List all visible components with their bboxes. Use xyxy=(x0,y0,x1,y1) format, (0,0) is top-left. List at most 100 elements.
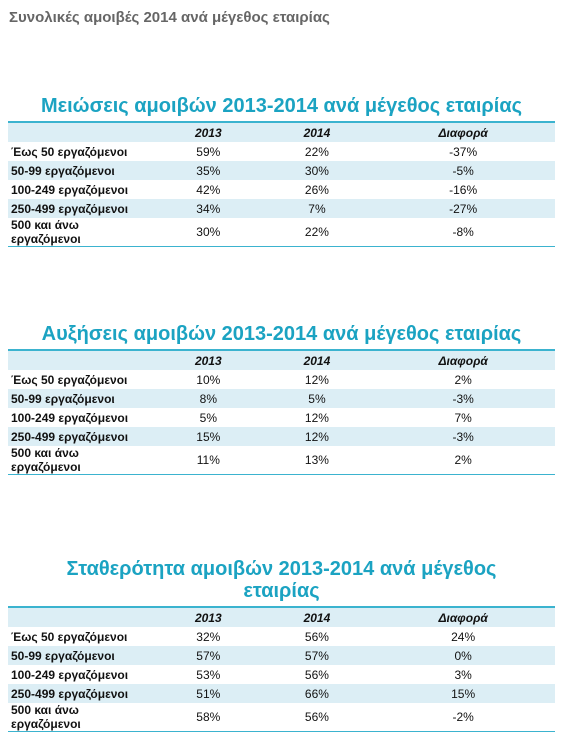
cell: 30% xyxy=(304,163,329,178)
cell: 11% xyxy=(196,453,220,467)
cell: 5% xyxy=(308,391,326,406)
cell: 66% xyxy=(304,686,329,701)
cell: 5% xyxy=(199,410,217,425)
row-label: 250-499 εργαζόμενοι xyxy=(11,429,129,444)
cell: -37% xyxy=(449,144,478,159)
cell: 56% xyxy=(304,629,329,644)
row-label: 50-99 εργαζόμενοι xyxy=(11,391,115,406)
header-cell xyxy=(8,607,154,627)
cell: -27% xyxy=(449,201,478,216)
row-label: 250-499 εργαζόμενοι xyxy=(11,201,129,216)
header-cell: 2013 xyxy=(194,353,222,368)
cell: 12% xyxy=(304,372,329,387)
row: Έως 50 εργαζόμενοι 32% 56% 24% xyxy=(8,627,555,646)
cell: 53% xyxy=(196,667,221,682)
row: 500 και άνω εργαζόμενοι 58% 56% -2% xyxy=(8,703,555,732)
cell: -5% xyxy=(452,163,474,178)
header-cell: 2014 xyxy=(303,610,331,625)
header-cell: 2014 xyxy=(303,353,331,368)
cell: 7% xyxy=(454,410,472,425)
cell: 34% xyxy=(196,201,221,216)
header-cell: 2014 xyxy=(303,125,331,140)
row: 100-249 εργαζόμενοι 42% 26% -16% xyxy=(8,180,555,199)
row-label: Έως 50 εργαζόμενοι xyxy=(11,144,128,159)
row-label: 500 και άνω εργαζόμενοι xyxy=(11,218,81,246)
cell: 30% xyxy=(196,225,221,239)
cell: 15% xyxy=(196,429,221,444)
row: Έως 50 εργαζόμενοι 10% 12% 2% xyxy=(8,370,555,389)
row-label: 100-249 εργαζόμενοι xyxy=(11,667,129,682)
table-block: Μειώσεις αμοιβών 2013-2014 ανά μέγεθος ε… xyxy=(8,95,555,247)
cell: -8% xyxy=(452,225,474,239)
cell: 58% xyxy=(196,710,221,724)
row: 50-99 εργαζόμενοι 57% 57% 0% xyxy=(8,646,555,665)
cell: 2% xyxy=(454,372,472,387)
cell: 56% xyxy=(304,667,329,682)
cell: 13% xyxy=(304,453,329,467)
row: 50-99 εργαζόμενοι 8% 5% -3% xyxy=(8,389,555,408)
cell: -2% xyxy=(452,710,474,724)
cell: 32% xyxy=(196,629,221,644)
table-title: Σταθερότητα αμοιβών 2013-2014 ανά μέγεθο… xyxy=(66,558,497,602)
cell: 15% xyxy=(451,686,476,701)
row: 500 και άνω εργαζόμενοι 11% 13% 2% xyxy=(8,446,555,475)
header-row: 2013 2014 Διαφορά xyxy=(8,607,555,627)
header-row: 2013 2014 Διαφορά xyxy=(8,350,555,370)
row: Έως 50 εργαζόμενοι 59% 22% -37% xyxy=(8,142,555,161)
table: 2013 2014 Διαφορά Έως 50 εργαζόμενοι 10% 12% 2… xyxy=(8,349,555,475)
cell: 57% xyxy=(304,648,329,663)
header-cell: 2013 xyxy=(194,610,222,625)
header-cell xyxy=(8,350,154,370)
row: 100-249 εργαζόμενοι 53% 56% 3% xyxy=(8,665,555,684)
cell: 3% xyxy=(454,667,472,682)
cell: -3% xyxy=(452,391,474,406)
row: 500 και άνω εργαζόμενοι 30% 22% -8% xyxy=(8,218,555,247)
cell: 35% xyxy=(196,163,221,178)
header-cell: Διαφορά xyxy=(438,353,488,368)
header-cell: Διαφορά xyxy=(438,125,488,140)
row: 250-499 εργαζόμενοι 51% 66% 15% xyxy=(8,684,555,703)
header-cell xyxy=(8,122,154,142)
table-title: Μειώσεις αμοιβών 2013-2014 ανά μέγεθος ε… xyxy=(40,95,523,117)
row-label: Έως 50 εργαζόμενοι xyxy=(11,372,128,387)
header-row: 2013 2014 Διαφορά xyxy=(8,122,555,142)
page-title: Συνολικές αμοιβές 2014 ανά μέγεθος εταιρ… xyxy=(9,9,330,26)
table: 2013 2014 Διαφορά Έως 50 εργαζόμενοι 32% 56% 2… xyxy=(8,606,555,732)
row: 50-99 εργαζόμενοι 35% 30% -5% xyxy=(8,161,555,180)
cell: 59% xyxy=(196,144,221,159)
cell: 12% xyxy=(304,429,329,444)
cell: 10% xyxy=(196,372,221,387)
row: 250-499 εργαζόμενοι 34% 7% -27% xyxy=(8,199,555,218)
header-cell: 2013 xyxy=(194,125,222,140)
cell: -16% xyxy=(449,182,478,197)
cell: 2% xyxy=(454,453,472,467)
row-label: 500 και άνω εργαζόμενοι xyxy=(11,703,81,731)
row-label: 250-499 εργαζόμενοι xyxy=(11,686,129,701)
cell: 57% xyxy=(196,648,221,663)
row-label: 500 και άνω εργαζόμενοι xyxy=(11,446,81,474)
row: 100-249 εργαζόμενοι 5% 12% 7% xyxy=(8,408,555,427)
table-title: Αυξήσεις αμοιβών 2013-2014 ανά μέγεθος ε… xyxy=(41,323,522,345)
cell: 8% xyxy=(199,391,217,406)
header-cell: Διαφορά xyxy=(438,610,488,625)
cell: 51% xyxy=(196,686,221,701)
row-label: 50-99 εργαζόμενοι xyxy=(11,648,115,663)
row-label: Έως 50 εργαζόμενοι xyxy=(11,629,128,644)
cell: 42% xyxy=(196,182,221,197)
cell: 24% xyxy=(451,629,476,644)
cell: 22% xyxy=(304,144,329,159)
row: 250-499 εργαζόμενοι 15% 12% -3% xyxy=(8,427,555,446)
row-label: 100-249 εργαζόμενοι xyxy=(11,182,129,197)
cell: 26% xyxy=(304,182,329,197)
cell: -3% xyxy=(452,429,474,444)
cell: 7% xyxy=(308,201,326,216)
cell: 0% xyxy=(454,648,472,663)
table-block: Σταθερότητα αμοιβών 2013-2014 ανά μέγεθο… xyxy=(8,558,555,732)
row-label: 50-99 εργαζόμενοι xyxy=(11,163,115,178)
cell: 22% xyxy=(304,225,329,239)
cell: 12% xyxy=(304,410,329,425)
row-label: 100-249 εργαζόμενοι xyxy=(11,410,129,425)
cell: 56% xyxy=(304,710,329,724)
table-block: Αυξήσεις αμοιβών 2013-2014 ανά μέγεθος ε… xyxy=(8,323,555,475)
